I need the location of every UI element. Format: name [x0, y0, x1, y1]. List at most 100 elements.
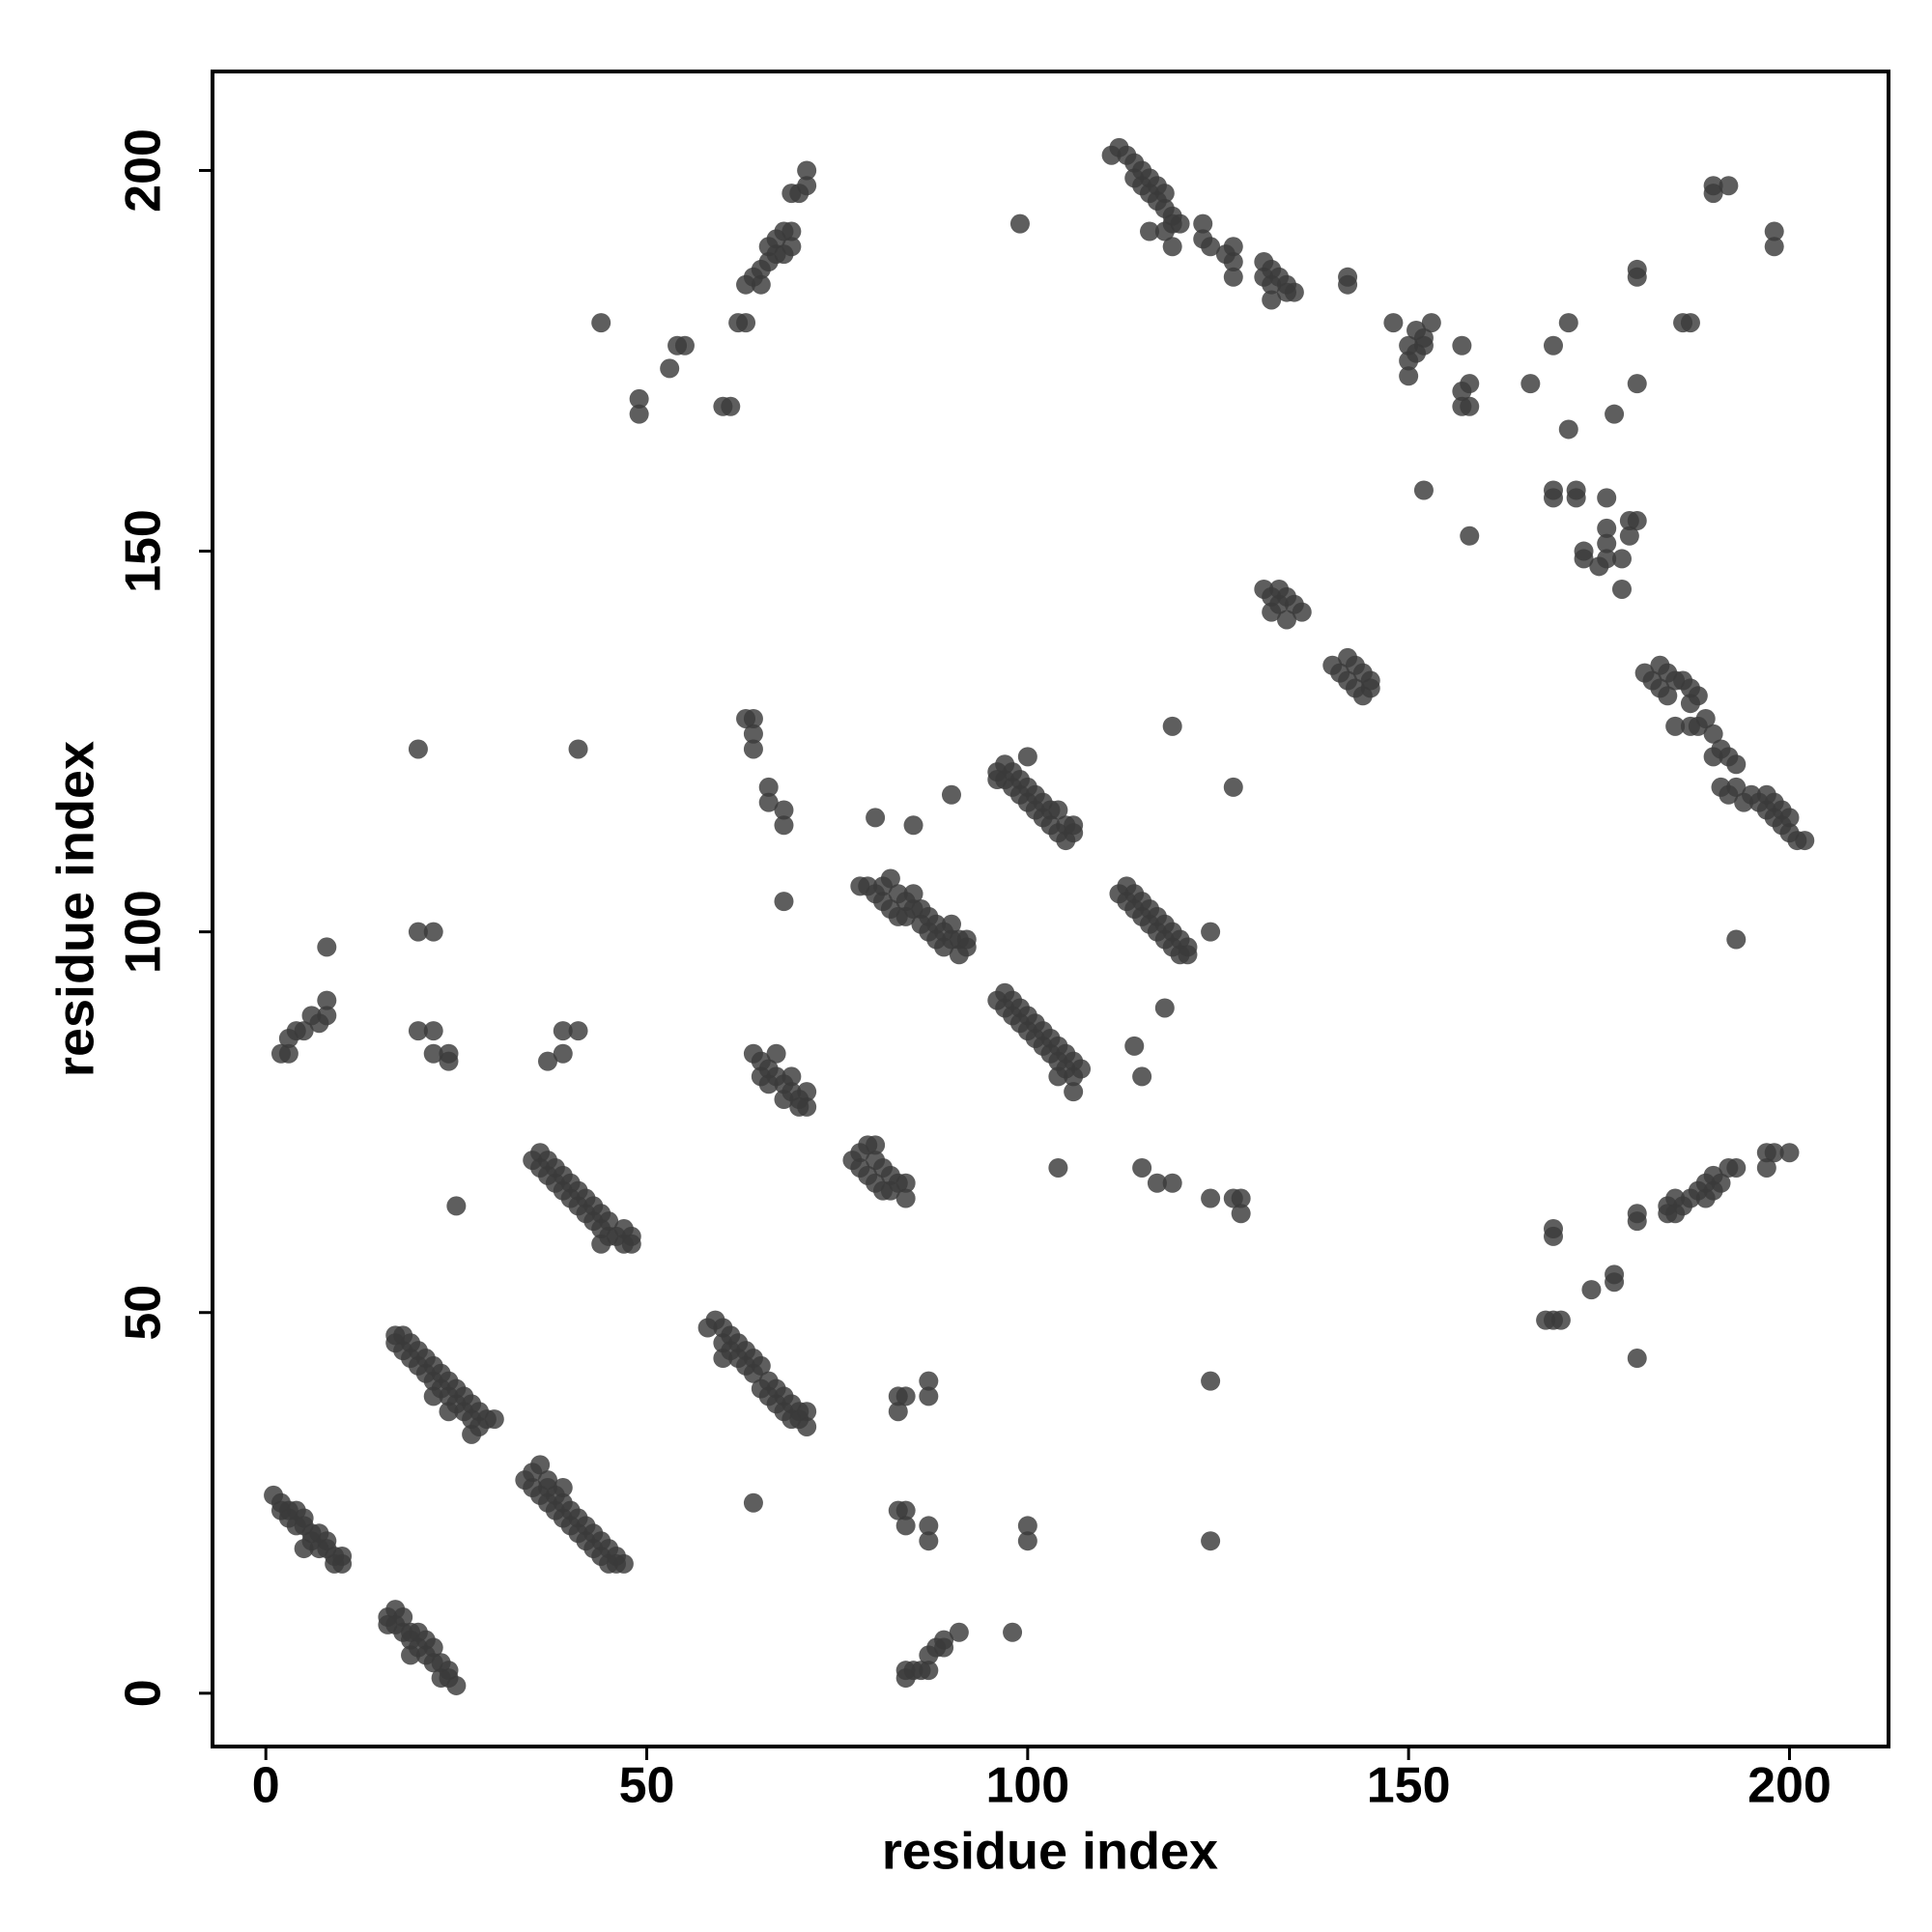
point	[1223, 252, 1243, 272]
point	[721, 396, 741, 416]
x-tick-label: 200	[1747, 1758, 1832, 1814]
point	[1795, 831, 1815, 851]
point	[1154, 184, 1175, 204]
point	[1292, 602, 1312, 622]
point	[1520, 374, 1541, 394]
point	[1703, 184, 1723, 204]
point	[1132, 1157, 1152, 1178]
point	[1566, 488, 1586, 508]
point	[743, 739, 763, 759]
point	[751, 1355, 771, 1376]
point	[1383, 313, 1404, 333]
point	[1154, 221, 1175, 242]
point	[1223, 777, 1243, 797]
point	[1719, 176, 1739, 196]
point	[591, 313, 611, 333]
point	[317, 1006, 337, 1026]
point	[1460, 526, 1480, 546]
point	[270, 1500, 291, 1520]
point	[1048, 800, 1068, 820]
point	[309, 1539, 329, 1559]
point	[423, 1043, 443, 1064]
x-tick-label: 50	[619, 1758, 675, 1814]
point	[797, 1416, 817, 1436]
point	[423, 1637, 443, 1658]
point	[1071, 1059, 1092, 1079]
point	[743, 1492, 763, 1513]
point	[781, 237, 802, 257]
point	[781, 221, 802, 242]
point	[1064, 815, 1084, 836]
x-axis-title: residue index	[882, 1822, 1218, 1880]
point	[462, 1424, 482, 1444]
point	[1558, 419, 1578, 440]
point	[895, 1386, 916, 1406]
point	[895, 1500, 916, 1520]
point	[1665, 1204, 1686, 1224]
point	[1764, 221, 1784, 242]
point	[1627, 1204, 1647, 1224]
point	[538, 1051, 557, 1071]
point	[317, 990, 337, 1010]
point	[1170, 213, 1190, 234]
point	[1140, 221, 1160, 242]
point	[446, 1675, 467, 1695]
x-tick-label: 0	[252, 1758, 280, 1814]
point	[1162, 1173, 1182, 1193]
point	[797, 1402, 817, 1422]
point	[1231, 1188, 1251, 1208]
point	[866, 808, 886, 828]
plot-frame	[211, 70, 1890, 1748]
point	[941, 784, 961, 805]
point	[1193, 213, 1213, 234]
point	[1611, 549, 1632, 569]
point	[599, 1211, 619, 1232]
point	[751, 274, 771, 295]
point	[919, 1386, 939, 1406]
point	[1726, 754, 1747, 775]
point	[1452, 396, 1472, 416]
point	[1711, 1173, 1731, 1193]
point	[446, 1196, 467, 1216]
point	[294, 1021, 314, 1041]
point	[553, 1043, 573, 1064]
point	[774, 892, 794, 912]
point	[1399, 366, 1419, 386]
point	[987, 770, 1008, 790]
point	[1154, 998, 1175, 1018]
point	[1756, 1157, 1776, 1178]
point	[1779, 808, 1800, 828]
point	[1017, 1516, 1037, 1536]
point	[1695, 708, 1716, 728]
point	[1009, 213, 1030, 234]
point	[1680, 716, 1700, 736]
point	[1544, 1219, 1563, 1239]
point	[1201, 237, 1221, 257]
point	[1550, 1310, 1571, 1330]
point	[758, 792, 779, 812]
point	[1665, 716, 1686, 736]
point	[1284, 282, 1304, 302]
y-tick-label: 0	[116, 1679, 172, 1707]
point	[1627, 374, 1647, 394]
point	[1452, 335, 1472, 355]
point	[1611, 579, 1632, 599]
point	[1201, 1531, 1221, 1551]
point	[1132, 1066, 1152, 1087]
point	[949, 1622, 969, 1642]
point	[1544, 335, 1563, 355]
point	[1558, 313, 1578, 333]
point	[758, 777, 779, 797]
point	[895, 1516, 916, 1536]
point	[903, 815, 923, 836]
point	[1460, 374, 1480, 394]
point	[423, 1386, 443, 1406]
point	[1162, 237, 1182, 257]
point	[1048, 1066, 1068, 1087]
point	[888, 1402, 908, 1422]
point	[774, 815, 794, 836]
point	[660, 358, 680, 379]
point	[774, 800, 794, 820]
point	[1421, 313, 1441, 333]
